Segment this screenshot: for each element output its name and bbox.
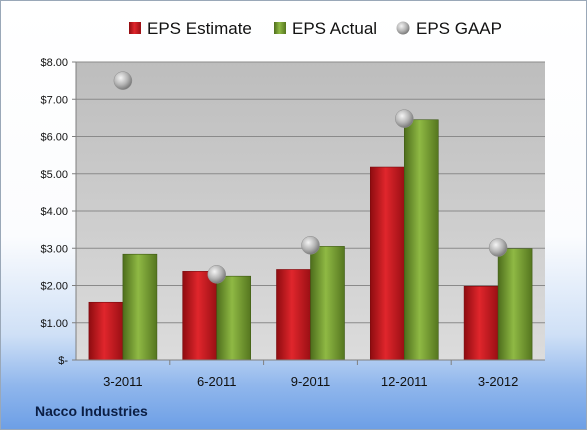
gaap-markers xyxy=(113,71,508,284)
bar-eps-actual xyxy=(403,119,439,361)
y-tick-label: $1.00 xyxy=(40,318,68,330)
x-tick-label: 9-2011 xyxy=(291,374,331,389)
y-tick-label: $3.00 xyxy=(40,243,68,255)
y-tick-label: $5.00 xyxy=(40,169,68,181)
marker-eps-gaap xyxy=(301,236,320,255)
bar-eps-estimate xyxy=(463,285,499,361)
y-tick-label: $- xyxy=(58,355,68,367)
x-tick-label: 6-2011 xyxy=(197,374,237,389)
legend-item-actual: EPS Actual xyxy=(274,19,377,38)
marker-eps-gaap xyxy=(395,109,414,128)
bar-eps-estimate xyxy=(276,269,311,361)
bars xyxy=(88,119,533,361)
marker-eps-gaap xyxy=(113,71,133,90)
legend-item-gaap: EPS GAAP xyxy=(396,19,502,38)
y-tick-label: $4.00 xyxy=(40,206,68,218)
y-tick-label: $6.00 xyxy=(40,132,68,144)
y-tick-label: $8.00 xyxy=(40,57,68,69)
marker-eps-gaap xyxy=(207,265,226,284)
marker-eps-gaap xyxy=(488,238,508,257)
x-tick-label: 3-2011 xyxy=(103,374,143,389)
bar-eps-estimate xyxy=(369,166,405,361)
legend: EPS Estimate EPS Actual EPS GAAP xyxy=(129,19,502,38)
y-axis: $- $1.00 $2.00 $3.00 $4.00 $5.00 $6.00 $7.00 $8.… xyxy=(40,57,77,367)
bar-eps-estimate xyxy=(88,301,124,361)
bar-eps-actual xyxy=(122,253,158,361)
bar-eps-actual xyxy=(310,246,345,361)
y-tick-label: $2.00 xyxy=(40,281,68,293)
legend-item-estimate: EPS Estimate xyxy=(129,19,252,38)
x-tick-label: 12-2011 xyxy=(381,374,428,389)
legend-label-estimate: EPS Estimate xyxy=(147,19,252,38)
legend-swatch-estimate xyxy=(129,22,141,34)
legend-swatch-gaap xyxy=(396,21,410,35)
bar-eps-estimate xyxy=(182,271,217,361)
legend-swatch-actual xyxy=(274,22,286,34)
company-name: Nacco Industries xyxy=(35,403,148,419)
bar-eps-actual xyxy=(497,248,533,361)
y-tick-label: $7.00 xyxy=(40,94,68,106)
bar-eps-actual xyxy=(216,275,251,361)
x-tick-label: 3-2012 xyxy=(478,374,518,389)
x-axis: 3-2011 6-2011 9-2011 12-2011 3-2012 xyxy=(76,359,545,389)
legend-label-actual: EPS Actual xyxy=(292,19,377,38)
legend-label-gaap: EPS GAAP xyxy=(416,19,502,38)
